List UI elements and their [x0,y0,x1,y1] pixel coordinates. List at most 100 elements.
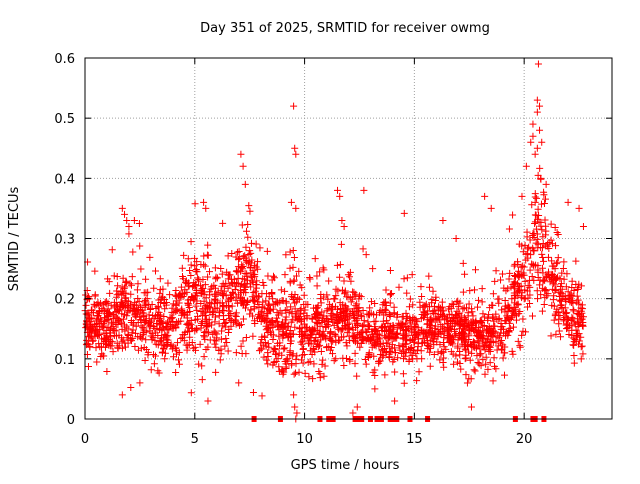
data-point [133,310,141,318]
data-point [480,313,488,321]
data-point [362,327,370,335]
data-point [319,332,327,340]
data-point [356,292,364,300]
data-point [341,288,349,296]
data-point [273,298,281,306]
data-point [211,318,219,326]
data-point [453,307,461,315]
data-point [172,368,180,376]
data-point [484,326,492,334]
data-point [345,325,353,333]
data-point [363,310,371,318]
data-point [345,319,353,327]
data-point [454,297,462,305]
data-point [573,332,581,340]
data-point [508,295,516,303]
data-point [411,338,419,346]
data-point [186,333,194,341]
data-point [481,192,489,200]
data-point [291,299,299,307]
data-point [274,339,282,347]
data-point [222,279,230,287]
data-point [549,271,557,279]
data-point [426,316,434,324]
data-point [487,204,495,212]
data-point [544,253,552,261]
data-point [218,299,226,307]
data-point [386,312,394,320]
data-point [437,349,445,357]
data-point [509,211,517,219]
data-point [121,210,129,218]
data-point [172,318,180,326]
data-point [364,318,372,326]
data-point [461,326,469,334]
data-point [207,300,215,308]
data-point [199,275,207,283]
data-point [116,306,124,314]
data-point [161,355,169,363]
data-point [453,298,461,306]
data-point [471,266,479,274]
data-point [320,312,328,320]
data-point [191,262,199,270]
data-point [297,318,305,326]
data-point [509,281,517,289]
data-point [491,328,499,336]
data-point [336,336,344,344]
data-point [205,319,213,327]
data-point [247,239,255,247]
data-point [474,358,482,366]
data-point [572,257,580,265]
data-point [258,392,266,400]
data-point [423,320,431,328]
data-point [417,283,425,291]
data-point [440,324,448,332]
data-point [281,287,289,295]
data-point [405,356,413,364]
data-point [238,261,246,269]
data-point [303,312,311,320]
data-point [349,288,357,296]
data-point [298,351,306,359]
data-point [244,220,252,228]
data-point [300,335,308,343]
data-point [394,354,402,362]
data-point [484,365,492,373]
data-point [193,326,201,334]
data-point [543,242,551,250]
data-point [193,258,201,266]
data-point [550,316,558,324]
data-point [445,305,453,313]
data-point [131,298,139,306]
data-point [367,298,375,306]
data-point [549,285,557,293]
data-point [200,353,208,361]
data-point [224,347,232,355]
data-point [306,358,314,366]
data-point [206,291,214,299]
data-point [323,291,331,299]
data-point [322,322,330,330]
data-point [400,326,408,334]
data-point [164,318,172,326]
data-point [489,290,497,298]
data-point [142,300,150,308]
data-point [560,258,568,266]
data-point [250,296,258,304]
data-point [210,308,218,316]
data-point [475,338,483,346]
data-point [192,325,200,333]
data-point [222,318,230,326]
data-point [389,322,397,330]
data-point [157,299,165,307]
data-point [548,257,556,265]
data-point [286,351,294,359]
data-point [574,296,582,304]
data-point [435,303,443,311]
data-point [501,349,509,357]
y-tick-label: 0.4 [54,172,75,187]
data-point [533,144,541,152]
data-point [141,301,149,309]
data-point [550,272,558,280]
